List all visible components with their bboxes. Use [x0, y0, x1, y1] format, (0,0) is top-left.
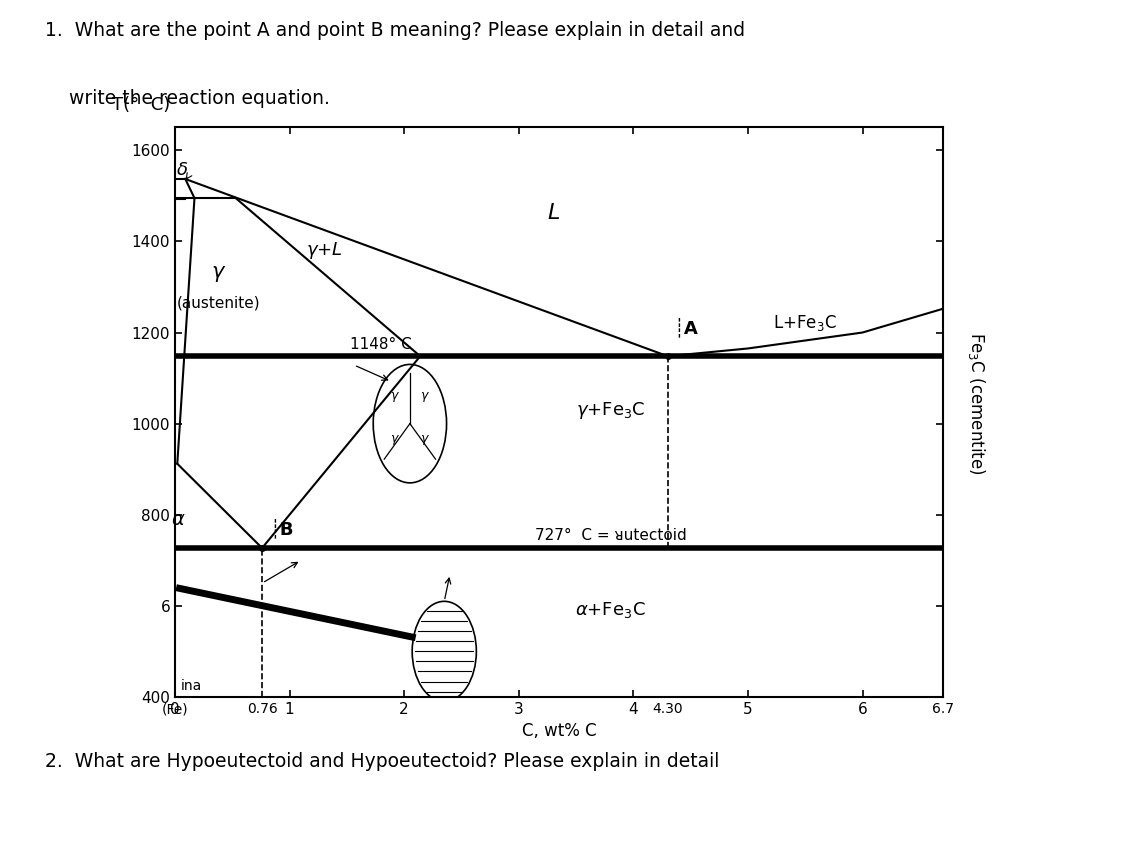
- Text: $\gamma$: $\gamma$: [211, 264, 226, 284]
- X-axis label: C, wt% C: C, wt% C: [522, 722, 596, 740]
- Text: $\gamma$+Fe$_3$C: $\gamma$+Fe$_3$C: [576, 400, 645, 421]
- Text: $\gamma$: $\gamma$: [420, 389, 430, 404]
- Text: $\alpha$: $\alpha$: [170, 510, 185, 529]
- Text: T(°  C): T(° C): [112, 96, 170, 114]
- Text: write the reaction equation.: write the reaction equation.: [45, 89, 330, 108]
- Text: $\gamma$: $\gamma$: [420, 433, 430, 447]
- Text: $\gamma$+L: $\gamma$+L: [306, 240, 342, 261]
- Text: $\alpha$+Fe$_3$C: $\alpha$+Fe$_3$C: [575, 600, 646, 620]
- Text: Fe$_3$C (cementite): Fe$_3$C (cementite): [966, 332, 987, 475]
- Text: 1.  What are the point A and point B meaning? Please explain in detail and: 1. What are the point A and point B mean…: [45, 21, 745, 40]
- Text: (Fe): (Fe): [161, 702, 189, 717]
- Text: 0.76: 0.76: [247, 702, 278, 717]
- Text: L+Fe$_3$C: L+Fe$_3$C: [773, 313, 837, 333]
- Text: 1148° C: 1148° C: [350, 337, 412, 352]
- Text: ina: ina: [181, 679, 202, 693]
- Text: 727°  C = ᴚutectoid: 727° C = ᴚutectoid: [534, 529, 686, 543]
- Text: $\gamma$: $\gamma$: [390, 389, 400, 404]
- Text: 6.7: 6.7: [931, 702, 954, 717]
- Text: (austenite): (austenite): [177, 296, 261, 310]
- Text: ┊A: ┊A: [673, 317, 698, 337]
- Text: L: L: [546, 202, 559, 223]
- Text: ┊B: ┊B: [269, 518, 294, 538]
- Text: 2.  What are Hypoeutectoid and Hypoeutectoid? Please explain in detail: 2. What are Hypoeutectoid and Hypoeutect…: [45, 752, 719, 771]
- Text: 4.30: 4.30: [653, 702, 683, 717]
- Text: $\gamma$: $\gamma$: [390, 433, 400, 447]
- Text: δ: δ: [177, 162, 189, 179]
